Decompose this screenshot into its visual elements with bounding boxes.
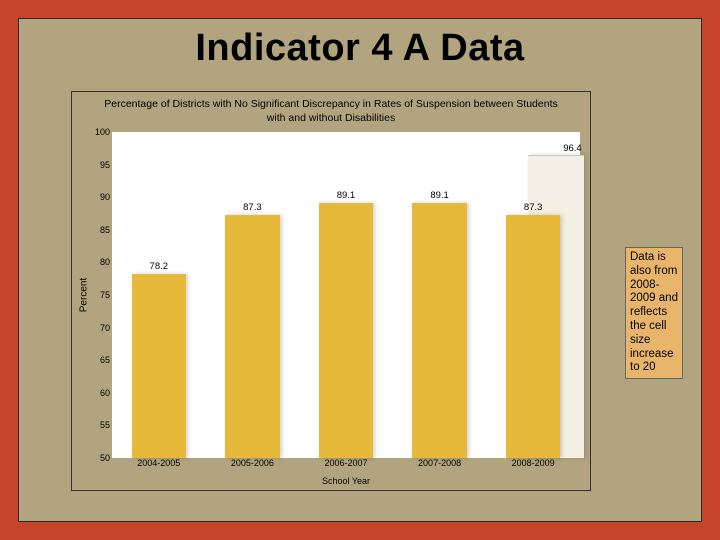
chart-barslot: 78.2 bbox=[112, 132, 206, 458]
chart-ytick: 55 bbox=[100, 420, 110, 430]
chart-title: Percentage of Districts with No Signific… bbox=[72, 92, 590, 129]
chart-bar-label: 87.3 bbox=[506, 202, 560, 213]
page-title: Indicator 4 A Data bbox=[19, 27, 701, 70]
chart-bar-label: 89.1 bbox=[412, 190, 466, 201]
chart-yticks: 50556065707580859095100 bbox=[86, 132, 110, 458]
chart-ytick: 50 bbox=[100, 453, 110, 463]
chart-xtick: 2005-2006 bbox=[206, 458, 300, 472]
chart-barslot: 89.1 bbox=[299, 132, 393, 458]
chart-ytick: 70 bbox=[100, 323, 110, 333]
slide-outer-frame: Indicator 4 A Data Percentage of Distric… bbox=[0, 0, 720, 540]
chart-ytick: 90 bbox=[100, 192, 110, 202]
annotation-callout: Data is also from 2008-2009 and reflects… bbox=[625, 247, 683, 379]
chart-xticks: 2004-20052005-20062006-20072007-20082008… bbox=[112, 458, 580, 472]
chart-plot-area: 78.2 87.3 89.1 89.1 96.487.3 bbox=[112, 132, 580, 458]
chart-ytick: 75 bbox=[100, 290, 110, 300]
chart-xlabel: School Year bbox=[112, 476, 580, 486]
chart-barslot: 87.3 bbox=[206, 132, 300, 458]
chart-ytick: 60 bbox=[100, 388, 110, 398]
chart-bar: 78.2 bbox=[132, 274, 186, 458]
plot-wrap: Percent 50556065707580859095100 78.287.3… bbox=[112, 132, 580, 458]
chart-ytick: 65 bbox=[100, 355, 110, 365]
chart-ytick: 80 bbox=[100, 257, 110, 267]
chart-ytick: 85 bbox=[100, 225, 110, 235]
chart-bar: 89.1 bbox=[412, 203, 466, 458]
chart-xtick: 2007-2008 bbox=[393, 458, 487, 472]
chart-bars: 78.2 87.3 89.1 89.1 96.487.3 bbox=[112, 132, 580, 458]
chart-bar: 87.3 bbox=[506, 215, 560, 458]
chart-ytick: 95 bbox=[100, 160, 110, 170]
chart-bar-label: 96.4 bbox=[544, 143, 600, 154]
chart-bar: 89.1 bbox=[319, 203, 373, 458]
chart-bar-label: 87.3 bbox=[225, 202, 279, 213]
chart-bar-label: 78.2 bbox=[132, 261, 186, 272]
chart-container: Percentage of Districts with No Signific… bbox=[71, 91, 591, 491]
chart-barslot: 89.1 bbox=[393, 132, 487, 458]
chart-barslot: 96.487.3 bbox=[486, 132, 580, 458]
chart-xtick: 2004-2005 bbox=[112, 458, 206, 472]
chart-xtick: 2006-2007 bbox=[299, 458, 393, 472]
chart-xtick: 2008-2009 bbox=[486, 458, 580, 472]
chart-ytick: 100 bbox=[95, 127, 110, 137]
chart-plot-bg: 78.2 87.3 89.1 89.1 96.487.3 bbox=[112, 132, 580, 458]
chart-bar: 87.3 bbox=[225, 215, 279, 458]
slide-panel: Indicator 4 A Data Percentage of Distric… bbox=[18, 18, 702, 522]
chart-bar-label: 89.1 bbox=[319, 190, 373, 201]
